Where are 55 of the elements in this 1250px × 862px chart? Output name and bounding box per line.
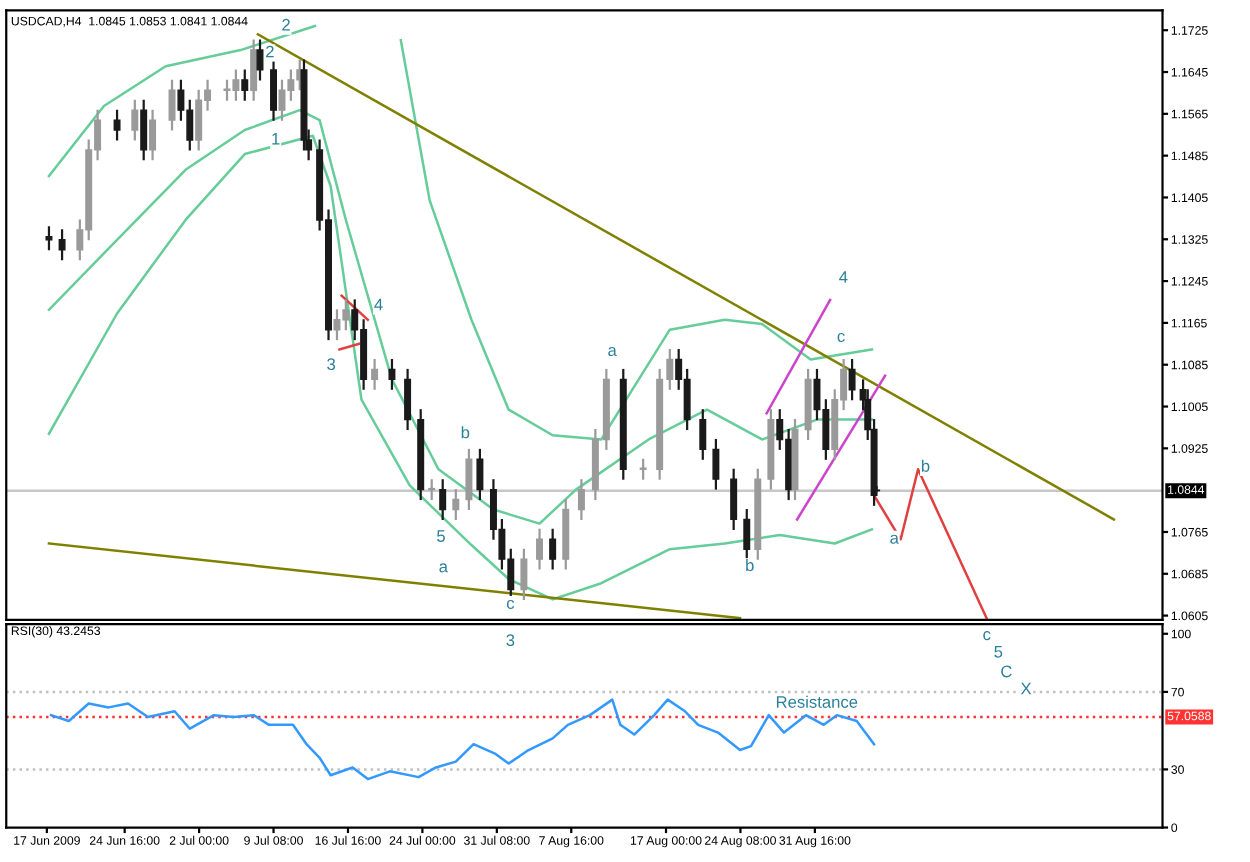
candlestick (149, 108, 157, 162)
candlestick (712, 437, 720, 491)
annotation: 4 (839, 271, 848, 283)
candlestick (699, 408, 707, 461)
candlestick (333, 308, 341, 342)
candlestick (476, 447, 484, 502)
annotation: 5 (994, 646, 1003, 658)
candlestick (683, 367, 691, 432)
candlestick (388, 357, 396, 391)
annotation: b (461, 426, 470, 439)
candlestick (140, 98, 148, 162)
candlestick (58, 228, 66, 262)
candlestick (404, 367, 412, 432)
candlestick (730, 467, 738, 531)
candlestick (250, 38, 258, 102)
annotation: 2 (266, 45, 274, 58)
candlestick (549, 527, 557, 571)
annotation: b (921, 459, 930, 472)
candlestick (131, 98, 139, 142)
candlestick (168, 78, 176, 132)
candlestick (639, 457, 647, 481)
candlestick (195, 88, 203, 152)
candlestick (232, 68, 240, 102)
candlestick (428, 478, 436, 502)
annotation: X (1020, 682, 1032, 695)
line-series (49, 698, 876, 781)
annotation: C (1001, 665, 1012, 678)
candlestick (439, 478, 447, 522)
candlestick (848, 357, 856, 402)
annotation: 2 (282, 18, 290, 31)
annotation: c (983, 631, 991, 641)
candlestick (577, 478, 585, 522)
annotation: Resistance (776, 695, 858, 708)
candlestick (520, 547, 528, 602)
annotation: 3 (506, 634, 515, 647)
annotation: 3 (327, 358, 336, 371)
candlestick (256, 38, 264, 82)
annotation: b (746, 558, 754, 572)
annotation: c (506, 599, 515, 610)
annotation: a (608, 346, 617, 357)
candlestick (536, 527, 544, 571)
candlestick (113, 108, 121, 142)
annotation: a (890, 534, 899, 544)
candlestick (465, 447, 473, 512)
candlestick (270, 58, 278, 122)
annotation: 5 (437, 530, 445, 542)
candlestick (241, 68, 249, 102)
candlestick (452, 488, 460, 522)
annotation: 4 (374, 298, 383, 311)
candlestick (45, 225, 53, 252)
annotation: c (837, 332, 845, 343)
line-series (47, 134, 874, 601)
annotation: 1 (272, 133, 280, 145)
candlestick (371, 357, 379, 391)
annotation: a (439, 563, 448, 573)
